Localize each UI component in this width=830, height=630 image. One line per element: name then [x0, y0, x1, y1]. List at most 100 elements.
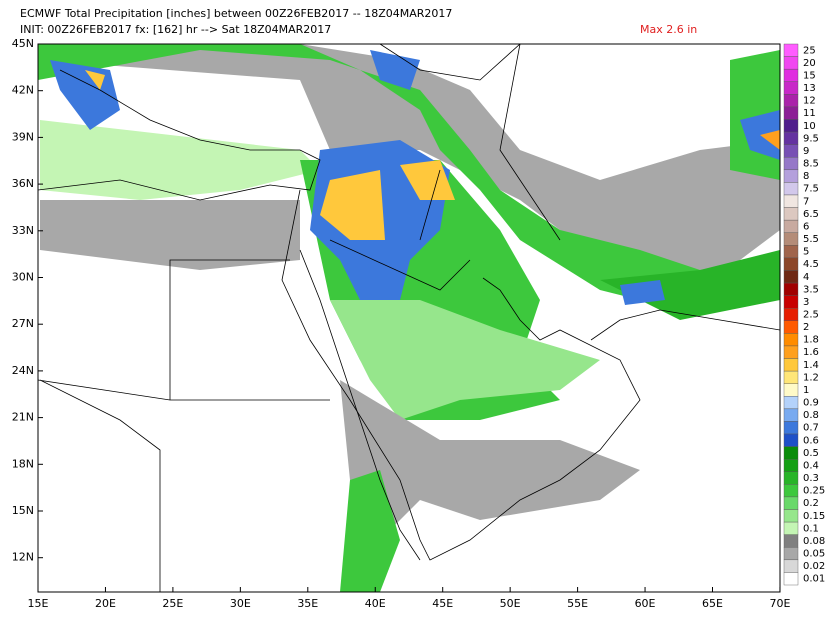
color-swatch	[783, 257, 799, 271]
color-swatch	[783, 345, 799, 359]
colorbar-label: 25	[803, 45, 816, 56]
color-swatch	[783, 68, 799, 82]
colorbar-label: 0.25	[803, 486, 825, 497]
colorbar-label: 5.5	[803, 234, 819, 245]
colorbar-label: 0.15	[803, 511, 825, 522]
color-swatch	[783, 559, 799, 573]
color-swatch	[783, 157, 799, 171]
color-swatch	[783, 144, 799, 158]
colorbar-label: 7	[803, 196, 809, 207]
colorbar-label: 0.5	[803, 448, 819, 459]
precip-field	[38, 44, 780, 592]
colorbar-label: 5	[803, 247, 809, 258]
max-label: Max 2.6 in	[640, 23, 697, 36]
color-swatch	[783, 370, 799, 384]
color-swatch	[783, 106, 799, 120]
coastline	[590, 309, 780, 341]
color-swatch	[783, 245, 799, 259]
color-swatch	[783, 509, 799, 523]
colorbar-label: 3.5	[803, 284, 819, 295]
lat-label: 21N	[12, 411, 34, 424]
colorbar-label: 0.9	[803, 398, 819, 409]
color-swatch	[783, 446, 799, 460]
lat-label: 15N	[12, 504, 34, 517]
colorbar-label: 0.02	[803, 561, 825, 572]
colorbar-label: 2	[803, 322, 809, 333]
coastline	[299, 249, 421, 561]
lon-label: 35E	[297, 597, 318, 610]
colorbar-label: 1.8	[803, 335, 819, 346]
coastline	[38, 69, 321, 201]
color-swatch	[783, 194, 799, 208]
colorbar-label: 7.5	[803, 184, 819, 195]
colorbar-label: 4.5	[803, 259, 819, 270]
color-swatch	[783, 333, 799, 347]
lon-label: 45E	[432, 597, 453, 610]
colorbar-label: 8.5	[803, 159, 819, 170]
color-swatch	[783, 131, 799, 145]
color-swatch	[783, 421, 799, 435]
color-swatch	[783, 383, 799, 397]
color-swatch	[783, 534, 799, 548]
colorbar-label: 9.5	[803, 133, 819, 144]
color-swatch	[783, 94, 799, 108]
lon-label: 60E	[635, 597, 656, 610]
lon-label: 70E	[769, 597, 790, 610]
lon-label: 50E	[500, 597, 521, 610]
colorbar-label: 6	[803, 221, 809, 232]
color-swatch	[783, 308, 799, 321]
lon-label: 55E	[567, 597, 588, 610]
color-swatch	[783, 43, 799, 57]
lat-label: 36N	[12, 177, 34, 190]
color-swatch	[783, 119, 799, 133]
colorbar-label: 15	[803, 70, 816, 81]
color-swatch	[783, 458, 799, 472]
coastline	[379, 44, 521, 81]
colorbar-label: 9	[803, 146, 809, 157]
lat-label: 45N	[12, 37, 34, 50]
color-swatch	[783, 396, 799, 410]
color-swatch	[783, 433, 799, 447]
color-swatch	[783, 182, 799, 196]
colorbar-label: 3	[803, 297, 809, 308]
subtitle: INIT: 00Z26FEB2017 fx: [162] hr --> Sat …	[20, 23, 331, 36]
colorbar-label: 0.4	[803, 460, 819, 471]
lat-label: 30N	[12, 271, 34, 284]
colorbar-label: 13	[803, 83, 816, 94]
lon-label: 65E	[702, 597, 723, 610]
color-swatch	[783, 358, 799, 372]
color-swatch	[783, 572, 799, 586]
lon-label: 15E	[28, 597, 49, 610]
colorbar-label: 0.08	[803, 536, 825, 547]
color-swatch	[783, 56, 799, 70]
lon-label: 25E	[162, 597, 183, 610]
colorbar-label: 20	[803, 58, 816, 69]
colorbar-label: 0.7	[803, 423, 819, 434]
color-swatch	[783, 232, 799, 246]
lat-label: 24N	[12, 364, 34, 377]
colorbar-label: 0.01	[803, 574, 825, 585]
color-swatch	[783, 484, 799, 498]
colorbar-label: 2.5	[803, 310, 819, 321]
color-swatch	[783, 471, 799, 485]
colorbar-label: 0.3	[803, 473, 819, 484]
colorbar-label: 12	[803, 96, 816, 107]
plot-frame	[37, 43, 781, 593]
lat-label: 33N	[12, 224, 34, 237]
colorbar-label: 0.1	[803, 523, 819, 534]
color-swatch	[783, 547, 799, 561]
title: ECMWF Total Precipitation [inches] betwe…	[20, 7, 452, 20]
color-swatch	[783, 320, 799, 334]
colorbar-label: 1.4	[803, 360, 819, 371]
colorbar-label: 0.6	[803, 435, 819, 446]
color-swatch	[783, 496, 799, 510]
colorbar-label: 11	[803, 108, 816, 119]
colorbar-label: 1.6	[803, 347, 819, 358]
color-swatch	[783, 81, 799, 95]
colorbar-label: 4	[803, 272, 809, 283]
lat-label: 18N	[12, 457, 34, 470]
colorbar-label: 0.2	[803, 498, 819, 509]
lat-label: 12N	[12, 551, 34, 564]
lat-label: 39N	[12, 130, 34, 143]
